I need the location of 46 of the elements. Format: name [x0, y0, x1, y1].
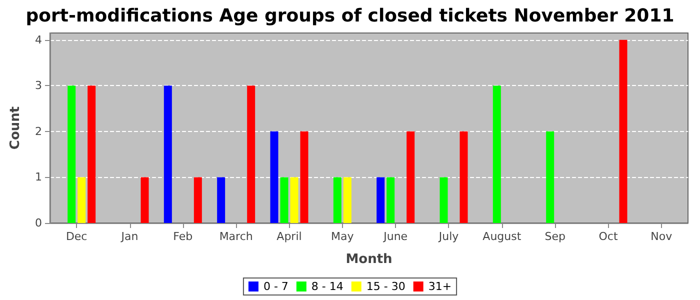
x-axis-title: Month [346, 252, 392, 267]
y-tick-label: 3 [35, 79, 42, 92]
bar [164, 86, 172, 223]
y-tick-label: 0 [35, 216, 42, 230]
y-tick-label: 2 [35, 124, 42, 138]
bar [492, 86, 501, 223]
y-tick-label: 1 [35, 170, 42, 184]
x-tick-label: April [276, 230, 302, 243]
x-tick-label: Feb [173, 230, 193, 243]
bar [247, 86, 256, 223]
bar [546, 131, 554, 223]
legend-label: 31+ [428, 280, 452, 293]
bar [270, 131, 278, 223]
bar [333, 177, 342, 223]
legend-label: 8 - 14 [311, 280, 344, 293]
x-tick-label: Oct [598, 230, 618, 243]
bar [376, 177, 385, 223]
legend-label: 0 - 7 [263, 280, 288, 293]
x-tick-label: June [382, 230, 408, 243]
bar [88, 86, 96, 223]
bar [440, 177, 448, 223]
x-tick-label: Jan [120, 230, 138, 243]
x-tick-label: July [438, 230, 460, 243]
x-tick-label: August [482, 230, 522, 243]
bar [194, 177, 202, 223]
y-tick-label: 4 [35, 33, 42, 46]
bar [140, 177, 149, 223]
bar [406, 131, 415, 223]
bar [386, 177, 395, 223]
chart-title: port-modifications Age groups of closed tickets November 2011 [26, 6, 674, 26]
legend-label: 15 - 30 [366, 280, 406, 293]
x-tick-label: Sep [544, 230, 566, 243]
x-tick-label: May [331, 230, 354, 243]
x-tick-label: Nov [650, 230, 673, 243]
bar [280, 177, 288, 223]
bar [460, 131, 468, 223]
bar [619, 40, 628, 223]
bar [68, 86, 76, 223]
bar [290, 177, 298, 223]
bar [300, 131, 308, 223]
x-tick-label: Dec [66, 230, 88, 243]
y-axis-title: Count [8, 106, 23, 150]
x-tick-label: March [219, 230, 253, 243]
bar [78, 177, 86, 223]
bar [343, 177, 352, 223]
bar [217, 177, 226, 223]
